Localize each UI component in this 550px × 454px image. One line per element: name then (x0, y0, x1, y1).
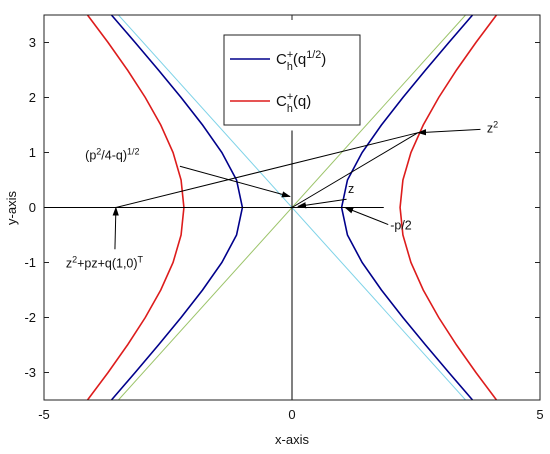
annotation-arrow (179, 165, 291, 198)
y-tick-label: 3 (29, 35, 36, 50)
x-tick-label: 0 (288, 407, 295, 422)
text-part: +pz+q(1,0) (77, 256, 137, 270)
text-part: (q (293, 51, 306, 68)
supscript: 2 (96, 147, 101, 157)
text-part: z (487, 122, 493, 136)
supscript: 1/2 (127, 147, 140, 157)
text-part: (p (85, 149, 96, 163)
y-tick-label: 2 (29, 90, 36, 105)
text-part: ) (321, 51, 326, 68)
y-tick-label: -3 (24, 365, 36, 380)
text-part: C (276, 51, 287, 68)
y-tick-label: 1 (29, 145, 36, 160)
y-axis-label: y-axis (4, 191, 19, 225)
supscript: 2 (72, 254, 77, 264)
supscript: + (287, 49, 293, 61)
subscript: h (287, 103, 293, 115)
legend-label: C+ h(q1/2) (276, 49, 326, 73)
annotation: -p/2 (390, 219, 412, 233)
legend-box (223, 34, 361, 126)
plot-frame (43, 14, 541, 401)
text-part: /4-q) (101, 149, 127, 163)
y-tick-label: 0 (29, 200, 36, 215)
supscript: 2 (493, 120, 498, 130)
x-tick-label: 5 (536, 407, 543, 422)
x-axis-label: x-axis (275, 432, 309, 447)
annotation: z2 (487, 120, 498, 136)
x-tick-label: -5 (38, 407, 50, 422)
annotation: z2+pz+q(1,0)T (66, 254, 144, 270)
text-part: (q) (293, 93, 311, 110)
annotation-arrow (344, 207, 389, 226)
annotation: z (348, 182, 354, 196)
supscript: T (138, 254, 144, 264)
annotation-arrow (297, 198, 347, 209)
text-part: C (276, 93, 287, 110)
annotation: (p2/4-q)1/2 (85, 147, 139, 163)
text-part: z (66, 256, 72, 270)
legend-label: C+ h(q) (276, 91, 311, 115)
text-part: z (348, 182, 354, 196)
y-tick-label: -1 (24, 255, 36, 270)
text-part: -p/2 (390, 219, 412, 233)
supscript: 1/2 (306, 49, 321, 61)
y-tick-label: -2 (24, 310, 36, 325)
annotation-arrow (112, 206, 119, 250)
subscript: h (287, 61, 293, 73)
annotation-arrow (417, 128, 481, 136)
supscript: + (287, 91, 293, 103)
